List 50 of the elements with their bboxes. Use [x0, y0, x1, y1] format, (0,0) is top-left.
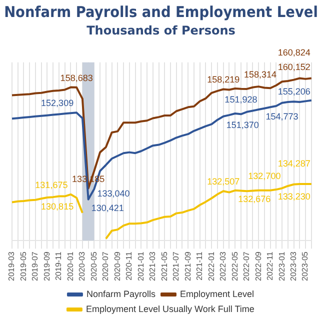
data-label: 132,507 [207, 176, 240, 187]
data-label: 134,287 [278, 158, 310, 169]
data-label: 130,815 [41, 201, 74, 212]
chart-title: Nonfarm Payrolls and Employment Level [4, 4, 318, 22]
x-tick-label: 2020-11 [124, 251, 134, 280]
x-tick-label: 2019-11 [54, 251, 64, 280]
x-tick-label: 2019-07 [30, 251, 40, 281]
x-tick-label: 2020-07 [101, 251, 110, 281]
x-tick-label: 2019-05 [18, 251, 28, 281]
legend-label: Employment Level [180, 288, 254, 299]
x-tick-label: 2023-03 [288, 251, 298, 281]
x-tick-label: 2022-09 [254, 251, 263, 281]
legend-label: Employment Level Usually Work Full Time [86, 304, 254, 314]
x-tick-label: 2019-03 [7, 251, 16, 281]
x-tick-label: 2021-07 [172, 251, 181, 281]
data-label: 132,700 [248, 170, 281, 181]
data-label: 133,040 [97, 188, 130, 198]
x-tick-label: 2022-07 [242, 251, 252, 281]
chart-subtitle: Thousands of Persons [86, 23, 236, 38]
x-tick-label: 2020-03 [78, 251, 87, 281]
x-tick-label: 2023-01 [277, 251, 286, 281]
data-label: 151,370 [226, 120, 259, 130]
x-tick-label: 2022-01 [206, 251, 216, 281]
x-tick-label: 2022-05 [230, 251, 240, 281]
x-tick-label: 2021-03 [148, 251, 158, 281]
data-label: 155,206 [278, 86, 310, 97]
data-label: 152,309 [41, 98, 74, 108]
x-tick-label: 2020-05 [89, 251, 98, 281]
x-tick-label: 2021-11 [195, 251, 204, 280]
x-tick-label: 2021-09 [183, 251, 192, 281]
x-tick-label: 2022-03 [218, 251, 228, 281]
data-label: 130,421 [91, 202, 124, 213]
data-label: 151,928 [224, 94, 258, 105]
data-label: 160,152 [278, 62, 310, 72]
x-tick-label: 2021-05 [160, 251, 169, 281]
x-tick-label: 2019-09 [42, 251, 52, 281]
x-tick-label: 2020-01 [66, 251, 75, 281]
x-tick-label: 2020-09 [112, 251, 122, 281]
data-label: 158,219 [207, 74, 240, 85]
data-label: 158,314 [244, 69, 276, 80]
data-label: 131,675 [35, 180, 68, 190]
legend-label: Nonfarm Payrolls [86, 288, 156, 299]
data-label: 158,683 [60, 72, 93, 83]
x-tick-label: 2021-01 [136, 251, 146, 281]
x-tick-label: 2022-11 [266, 251, 275, 280]
data-label: 133,230 [278, 192, 310, 202]
data-label: 160,824 [278, 47, 310, 58]
data-label: 132,676 [238, 194, 271, 204]
data-label: 154,773 [266, 111, 298, 122]
x-tick-label: 2023-05 [300, 251, 310, 281]
